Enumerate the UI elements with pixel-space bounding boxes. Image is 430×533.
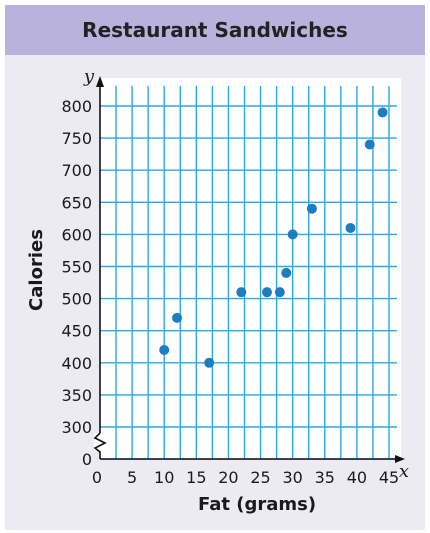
data-point [377,107,388,118]
data-point [287,229,298,240]
plot-background [100,78,401,459]
y-axis-variable: y [83,66,95,87]
x-tick-label: 0 [92,468,102,487]
data-point [274,287,285,298]
axis-break-icon [93,432,107,453]
y-tick-label: 500 [61,290,92,309]
y-tick-label: 400 [61,354,92,373]
y-tick-label: 550 [61,258,92,277]
data-point [159,344,170,355]
x-tick-label: 15 [186,468,206,487]
x-axis-variable: x [399,461,409,482]
data-point [364,139,375,150]
x-tick-label: 30 [282,468,302,487]
data-point [306,203,317,214]
y-tick-label: 650 [61,193,92,212]
x-tick-label: 35 [315,468,335,487]
data-point [204,357,215,368]
chart-title: Restaurant Sandwiches [82,18,348,42]
x-axis-label: Fat (grams) [198,494,316,515]
y-tick-label: 0 [82,450,92,469]
tick-labels: 0 5 10 15 20 25 30 35 40 450300350400450500550600… [61,97,399,487]
x-tick-label: 20 [218,468,238,487]
x-axis-arrow [395,455,405,463]
data-points [159,107,388,368]
data-point [236,287,247,298]
x-tick-label: 5 [127,468,137,487]
y-axis-arrow [96,76,104,87]
y-tick-label: 750 [61,129,92,148]
chart-title-bar: Restaurant Sandwiches [5,5,425,55]
y-tick-label: 600 [61,225,92,244]
x-tick-label: 25 [250,468,270,487]
x-tick-label: 45 [379,468,399,487]
data-point [172,312,183,323]
y-axis-label: Calories [26,229,47,311]
y-tick-label: 300 [61,418,92,437]
y-tick-label: 800 [61,97,92,116]
data-point [281,267,292,278]
data-point [261,287,272,298]
y-tick-label: 450 [61,322,92,341]
y-tick-label: 700 [61,161,92,180]
x-tick-label: 10 [154,468,174,487]
y-tick-label: 350 [61,386,92,405]
x-tick-label: 40 [347,468,367,487]
axes [93,76,405,463]
data-point [345,222,356,233]
grid-lines [100,78,401,460]
